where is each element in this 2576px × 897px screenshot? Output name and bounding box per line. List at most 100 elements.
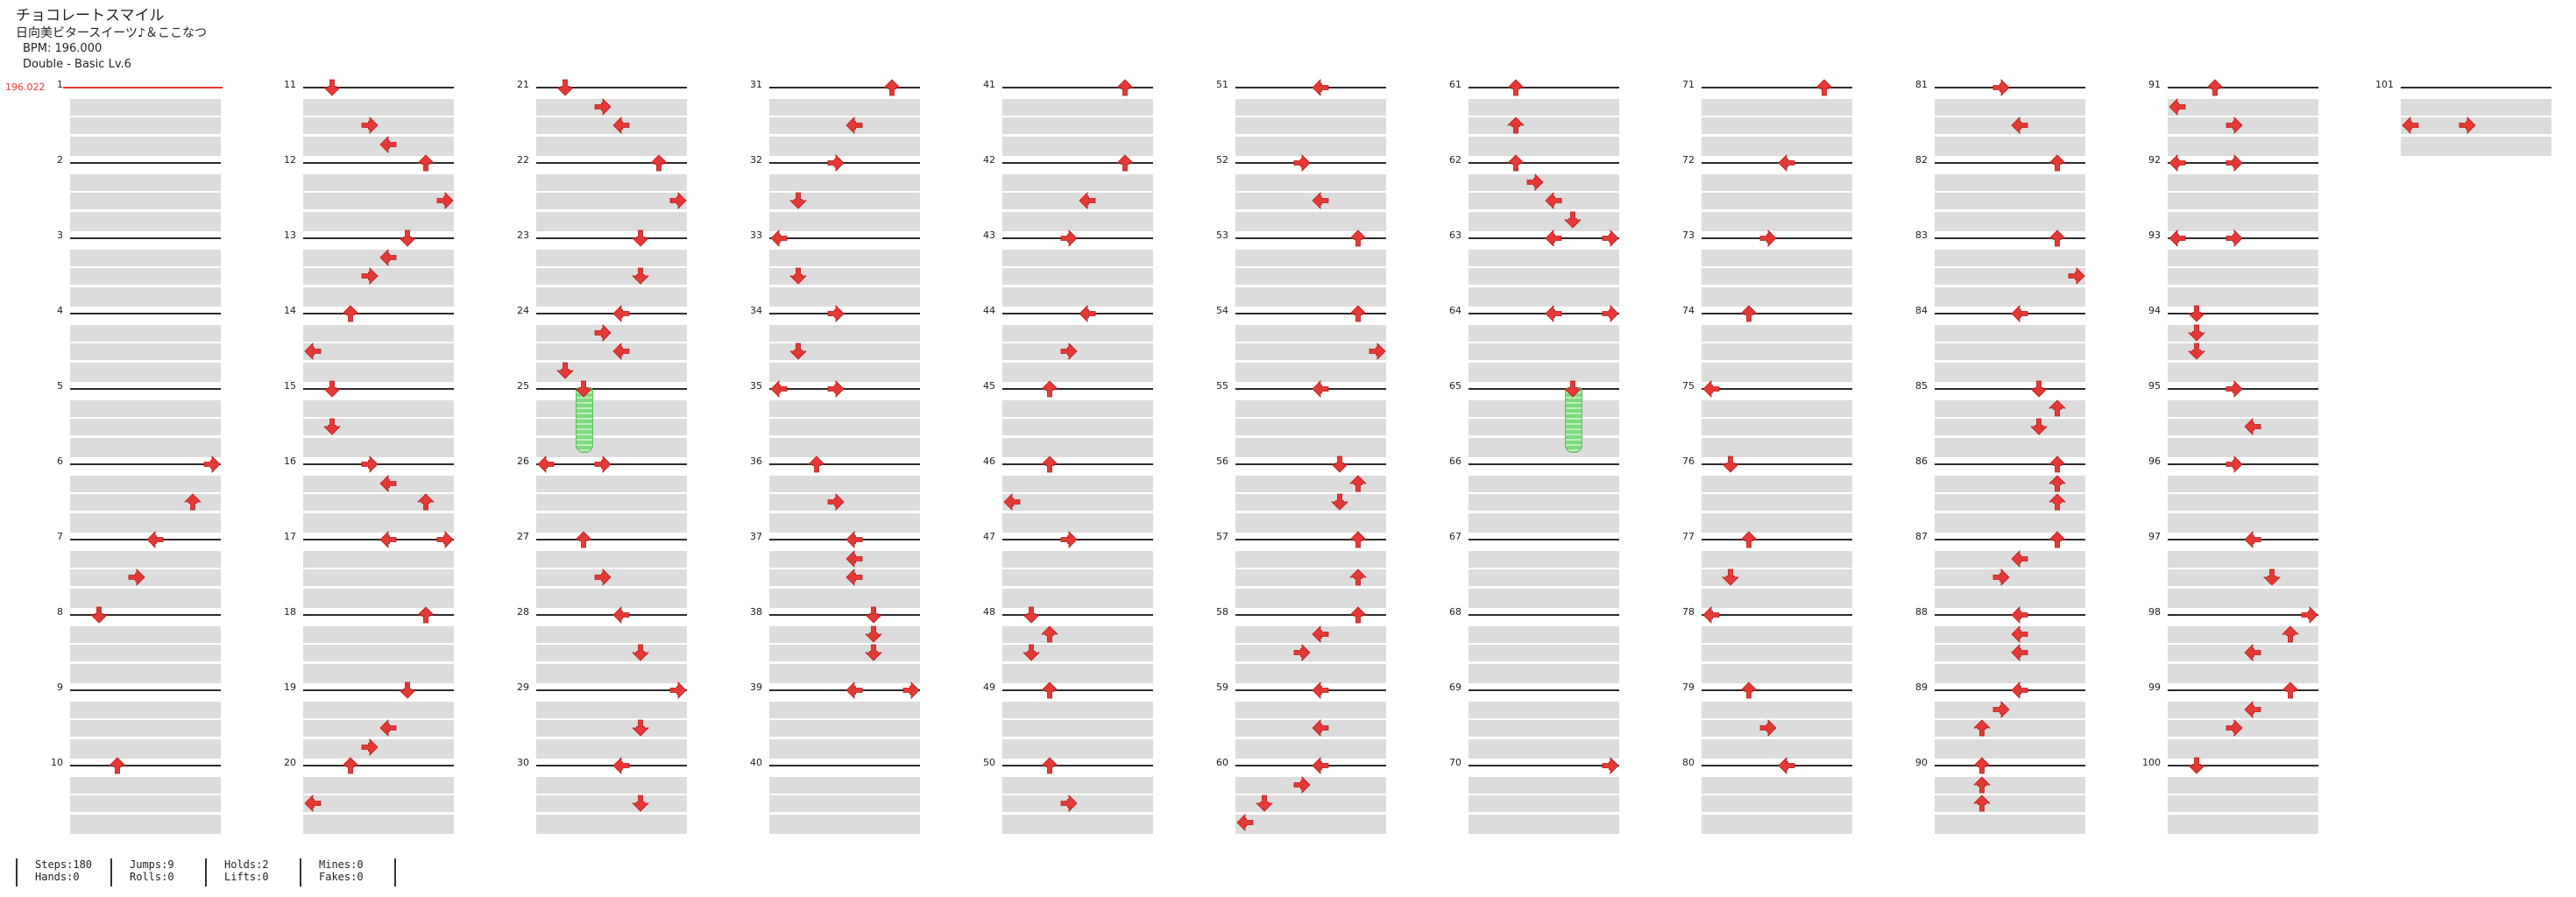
beat-band xyxy=(1002,569,1153,586)
step-arrow-left-icon xyxy=(379,474,397,492)
step-arrow-left-icon xyxy=(537,456,555,473)
beat-band xyxy=(2168,173,2318,191)
step-arrow-left-icon xyxy=(846,531,863,548)
beat-band xyxy=(303,286,454,307)
measure-line xyxy=(1935,689,2085,691)
stat-line: Holds:2 xyxy=(224,858,269,871)
step-arrow-up-icon xyxy=(1973,795,1991,812)
beat-band xyxy=(769,569,920,586)
beat-band xyxy=(1002,550,1153,568)
step-arrow-right-icon xyxy=(594,97,612,116)
beat-band xyxy=(1235,625,1386,643)
measure-line xyxy=(1702,313,1852,314)
measure-number: 28 xyxy=(517,606,529,618)
beat-band xyxy=(70,701,221,718)
step-arrow-down-icon xyxy=(322,380,341,398)
step-arrow-up-icon xyxy=(417,154,435,172)
beat-band xyxy=(1002,324,1153,342)
measure-number: 99 xyxy=(2148,682,2161,693)
step-arrow-right-icon xyxy=(1602,230,1619,247)
beat-band xyxy=(1002,701,1153,718)
measure-number: 85 xyxy=(1915,380,1928,392)
step-arrow-down-icon xyxy=(1255,795,1273,812)
beat-band xyxy=(70,437,221,457)
step-arrow-right-icon xyxy=(827,154,845,172)
measure-line xyxy=(2168,313,2318,314)
measure-number: 45 xyxy=(983,380,995,392)
beat-band xyxy=(1235,249,1386,266)
beat-band xyxy=(1468,814,1619,834)
beat-band xyxy=(1935,776,2085,794)
beat-band xyxy=(536,286,687,307)
step-arrow-up-icon xyxy=(1740,531,1758,548)
beat-band xyxy=(1702,136,1852,156)
beat-band xyxy=(536,625,687,643)
measure-line xyxy=(769,614,920,616)
beat-band xyxy=(769,399,920,417)
beat-band xyxy=(769,663,920,683)
bpm-change-line xyxy=(63,87,223,88)
measure-number: 23 xyxy=(517,230,529,241)
beat-band xyxy=(303,795,454,812)
beat-band xyxy=(1935,569,2085,586)
beat-band xyxy=(769,343,920,360)
beat-band xyxy=(1468,569,1619,586)
measure-number: 14 xyxy=(284,305,296,316)
measure-line xyxy=(70,689,221,691)
measure-number: 87 xyxy=(1915,531,1928,542)
step-arrow-down-icon xyxy=(2187,305,2205,322)
beat-band xyxy=(1235,475,1386,492)
stat-line: Mines:0 xyxy=(319,858,364,871)
beat-band xyxy=(1002,211,1153,231)
step-arrow-left-icon xyxy=(379,248,397,266)
measure-line xyxy=(769,87,920,88)
beat-band xyxy=(1935,550,2085,568)
measure-number: 84 xyxy=(1915,305,1928,316)
beat-band xyxy=(1468,324,1619,342)
measure-line xyxy=(2168,237,2318,239)
beat-band xyxy=(1702,625,1852,643)
beat-band xyxy=(536,701,687,718)
beat-band xyxy=(1935,625,2085,643)
beat-band xyxy=(303,437,454,457)
beat-band xyxy=(1935,268,2085,285)
stat-line: Hands:0 xyxy=(35,871,80,883)
measure-number: 18 xyxy=(284,606,296,618)
step-arrow-left-icon xyxy=(2011,682,2028,699)
step-arrow-up-icon xyxy=(1041,380,1058,398)
step-arrow-down-icon xyxy=(631,644,649,661)
measure-line xyxy=(303,765,454,766)
measure-number: 36 xyxy=(750,456,762,467)
step-arrow-left-icon xyxy=(2011,549,2028,568)
measure-line xyxy=(536,237,687,239)
beat-band xyxy=(536,645,687,661)
step-arrow-up-icon xyxy=(2049,230,2066,247)
beat-band xyxy=(303,588,454,608)
beat-band xyxy=(303,268,454,285)
measure-line xyxy=(1468,388,1619,390)
beat-band xyxy=(1935,117,2085,134)
measure-line xyxy=(1702,237,1852,239)
step-arrow-up-icon xyxy=(1041,682,1058,699)
measure-line xyxy=(536,313,687,314)
beat-band xyxy=(1235,399,1386,417)
measure-line xyxy=(769,463,920,465)
step-arrow-down-icon xyxy=(631,267,649,285)
beat-band xyxy=(536,173,687,191)
beat-band xyxy=(1468,625,1619,643)
beat-band xyxy=(70,193,221,209)
beat-band xyxy=(2168,362,2318,382)
step-arrow-right-icon xyxy=(1992,569,2010,586)
measure-number: 9 xyxy=(57,682,63,693)
step-arrow-up-icon xyxy=(2049,399,2066,416)
step-arrow-down-icon xyxy=(864,606,882,624)
measure-line xyxy=(1935,539,2085,540)
step-arrow-up-icon xyxy=(2049,456,2066,473)
beat-band xyxy=(769,738,920,759)
beat-band xyxy=(1468,249,1619,266)
measure-number: 57 xyxy=(1216,531,1228,542)
beat-band xyxy=(303,663,454,683)
measure-line xyxy=(1002,614,1153,616)
beat-band xyxy=(1002,738,1153,759)
step-arrow-left-icon xyxy=(1312,625,1329,643)
